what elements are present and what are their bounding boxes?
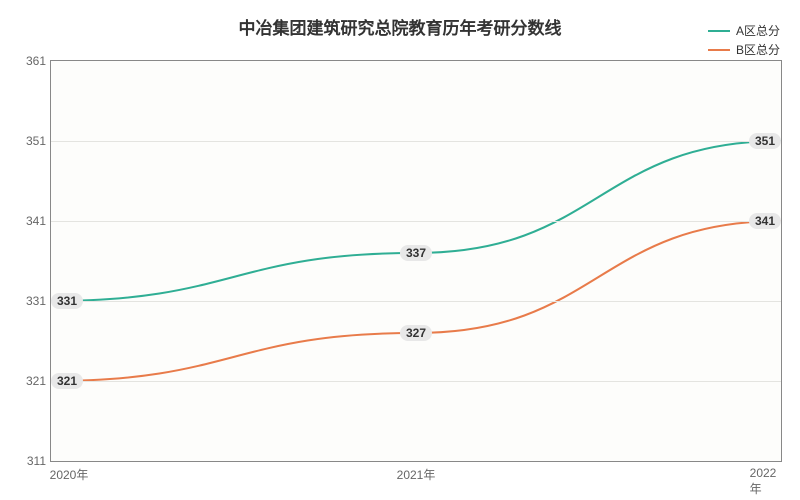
x-tick-label: 2022年 xyxy=(750,466,777,497)
chart-svg xyxy=(51,61,781,461)
y-tick-label: 331 xyxy=(6,294,46,308)
data-label: 341 xyxy=(749,213,781,229)
x-tick-label: 2021年 xyxy=(397,466,436,483)
y-tick-label: 341 xyxy=(6,214,46,228)
y-tick-label: 351 xyxy=(6,134,46,148)
y-tick-label: 321 xyxy=(6,374,46,388)
legend-swatch-b xyxy=(708,49,730,51)
legend-label-b: B区总分 xyxy=(736,41,780,58)
legend: A区总分 B区总分 xyxy=(708,22,780,60)
data-label: 331 xyxy=(51,293,83,309)
y-tick-label: 361 xyxy=(6,54,46,68)
data-label: 337 xyxy=(400,245,432,261)
legend-item-a: A区总分 xyxy=(708,22,780,39)
data-label: 321 xyxy=(51,373,83,389)
data-label: 327 xyxy=(400,325,432,341)
legend-swatch-a xyxy=(708,30,730,32)
grid-line xyxy=(51,381,781,382)
legend-label-a: A区总分 xyxy=(736,22,780,39)
grid-line xyxy=(51,221,781,222)
legend-item-b: B区总分 xyxy=(708,41,780,58)
x-tick-label: 2020年 xyxy=(50,466,89,483)
plot-area: 3113213313413513612020年2021年2022年3313373… xyxy=(50,60,782,462)
y-tick-label: 311 xyxy=(6,454,46,468)
grid-line xyxy=(51,141,781,142)
chart-title: 中冶集团建筑研究总院教育历年考研分数线 xyxy=(0,14,800,39)
chart-container: 中冶集团建筑研究总院教育历年考研分数线 A区总分 B区总分 311 321 331 3… xyxy=(0,0,800,500)
grid-line xyxy=(51,301,781,302)
data-label: 351 xyxy=(749,133,781,149)
